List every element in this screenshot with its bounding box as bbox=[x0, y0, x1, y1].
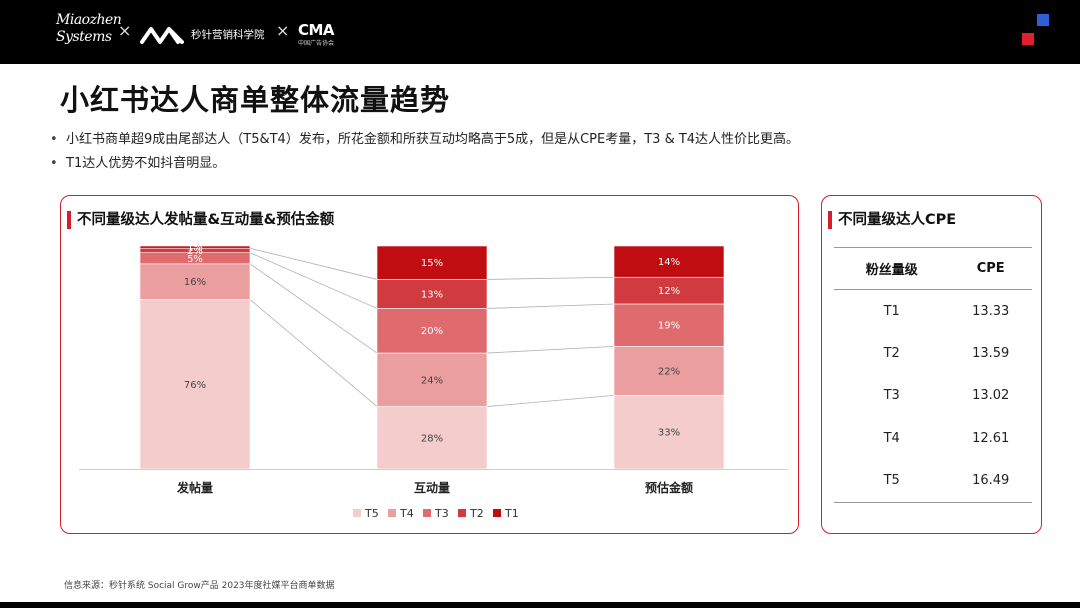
data-label: 1% bbox=[187, 243, 203, 254]
logo-separator: × bbox=[276, 21, 290, 40]
bottom-bar bbox=[0, 602, 1080, 608]
bar-segment-t2 bbox=[376, 279, 488, 309]
cpe-card-title: 不同量级达人CPE bbox=[827, 211, 957, 229]
connector-line bbox=[249, 299, 378, 407]
bar-segment-t1 bbox=[613, 245, 725, 278]
chart-card: 不同量级达人发帖量&互动量&预估金额 76% 16% 5% 2% 1% 28% 24% 20%… bbox=[60, 195, 799, 534]
data-label: 2% bbox=[187, 246, 203, 257]
table-row: T2 13.59 bbox=[834, 332, 1032, 375]
data-label: 22% bbox=[658, 366, 680, 377]
data-label: 28% bbox=[421, 433, 443, 444]
data-label: 12% bbox=[658, 286, 680, 297]
red-square-decoration bbox=[1022, 33, 1034, 45]
tier-cell: T3 bbox=[883, 388, 900, 404]
bar-segment-t1 bbox=[376, 245, 488, 280]
table-row: T1 13.33 bbox=[834, 290, 1032, 333]
tier-cell: T1 bbox=[883, 303, 900, 319]
data-label: 13% bbox=[421, 289, 443, 300]
bar-segment-t5 bbox=[613, 395, 725, 470]
connector-line bbox=[486, 276, 615, 280]
connector-line bbox=[249, 247, 378, 280]
cpe-cell: 12.61 bbox=[972, 431, 1010, 447]
tier-cell: T4 bbox=[883, 431, 900, 447]
data-label: 20% bbox=[421, 326, 443, 337]
bar-segment-t1 bbox=[139, 245, 251, 249]
page-title: 小红书达人商单整体流量趋势 bbox=[60, 83, 451, 117]
source-note: 信息来源：秒针系统 Social Grow产品 2023年度社媒平台商单数据 bbox=[64, 581, 335, 591]
cpe-table: 粉丝量级 CPE T1 13.33 T2 13.59 T3 13.02 T4 1… bbox=[834, 247, 1032, 503]
logo-separator: × bbox=[118, 21, 132, 40]
legend-label: T2 bbox=[469, 507, 484, 520]
legend-label: T1 bbox=[504, 507, 519, 520]
bar-segment-t5 bbox=[376, 406, 488, 470]
bar-segment-t4 bbox=[613, 346, 725, 396]
chart-card-title: 不同量级达人发帖量&互动量&预估金额 bbox=[66, 211, 335, 229]
tier-cell: T2 bbox=[883, 345, 900, 361]
blue-square-decoration bbox=[1037, 14, 1049, 26]
institute-name: 秒针营销科学院 bbox=[191, 29, 265, 41]
bullet-item: T1达人优势不如抖音明显。 bbox=[48, 152, 1048, 176]
connector-line bbox=[486, 303, 615, 309]
cma-logo: CMA 中国广告协会 bbox=[298, 21, 335, 48]
stacked-bar-chart: 76% 16% 5%2%1% 28% 24% 20% 13% 15% 33% 22% 19% 12% 1… bbox=[79, 243, 788, 520]
data-label: 15% bbox=[421, 258, 443, 269]
legend-label: T5 bbox=[364, 507, 379, 520]
bullet-item: 小红书商单超9成由尾部达人（T5&T4）发布，所花金额和所获互动均略高于5成，但… bbox=[48, 128, 1048, 152]
cpe-cell: 16.49 bbox=[949, 459, 1032, 503]
legend-swatch bbox=[458, 509, 466, 517]
legend-swatch bbox=[423, 509, 431, 517]
miaozhen-institute-logo-icon bbox=[140, 27, 184, 44]
column-header: 粉丝量级 bbox=[834, 247, 950, 290]
cpe-cell: 13.59 bbox=[972, 345, 1010, 361]
data-label: 76% bbox=[184, 380, 206, 391]
cpe-card: 不同量级达人CPE 粉丝量级 CPE T1 13.33 T2 13.59 T3 … bbox=[821, 195, 1042, 534]
category-label: 互动量 bbox=[414, 481, 450, 495]
bar-segment-t2 bbox=[613, 276, 725, 305]
table-row: T4 12.61 bbox=[834, 417, 1032, 460]
bullet-list: 小红书商单超9成由尾部达人（T5&T4）发布，所花金额和所获互动均略高于5成，但… bbox=[48, 128, 1048, 176]
table-row: T5 16.49 bbox=[834, 459, 1032, 503]
connector-line bbox=[249, 263, 378, 354]
legend-swatch bbox=[388, 509, 396, 517]
top-bar: Miaozhen Systems × 秒针营销科学院 × CMA 中国广告协会 bbox=[0, 0, 1080, 64]
data-label: 5% bbox=[187, 254, 203, 265]
table-row: T3 13.02 bbox=[834, 375, 1032, 418]
legend-swatch bbox=[353, 509, 361, 517]
tier-cell: T5 bbox=[834, 459, 950, 503]
data-label: 24% bbox=[421, 375, 443, 386]
connector-line bbox=[249, 252, 378, 309]
cpe-cell: 13.02 bbox=[972, 388, 1010, 404]
data-label: 19% bbox=[658, 321, 680, 332]
category-label: 发帖量 bbox=[176, 480, 213, 495]
bar-segment-t5 bbox=[139, 299, 251, 470]
column-header: CPE bbox=[949, 247, 1032, 290]
category-label: 预估金额 bbox=[645, 480, 693, 495]
data-label: 33% bbox=[658, 428, 680, 439]
connector-line bbox=[486, 345, 615, 354]
connector-line bbox=[486, 395, 615, 407]
miaozhen-logo: Miaozhen Systems bbox=[56, 12, 122, 45]
table-header-row: 粉丝量级 CPE bbox=[834, 247, 1032, 290]
data-label: 14% bbox=[658, 257, 680, 268]
data-label: 16% bbox=[184, 277, 206, 288]
legend-label: T4 bbox=[399, 507, 414, 520]
cpe-cell: 13.33 bbox=[972, 303, 1010, 319]
legend-swatch bbox=[493, 509, 501, 517]
legend-label: T3 bbox=[434, 507, 449, 520]
